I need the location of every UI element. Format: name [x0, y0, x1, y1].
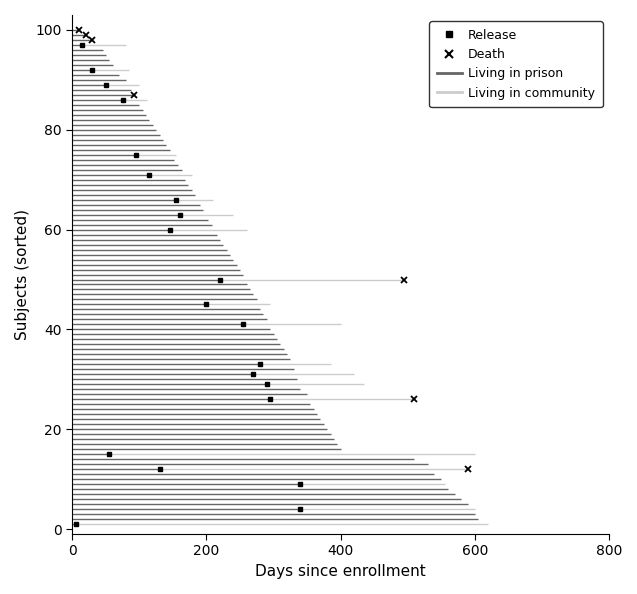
Legend: Release, Death, Living in prison, Living in community: Release, Death, Living in prison, Living… [429, 21, 603, 107]
Y-axis label: Subjects (sorted): Subjects (sorted) [15, 209, 30, 340]
X-axis label: Days since enrollment: Days since enrollment [255, 564, 426, 579]
